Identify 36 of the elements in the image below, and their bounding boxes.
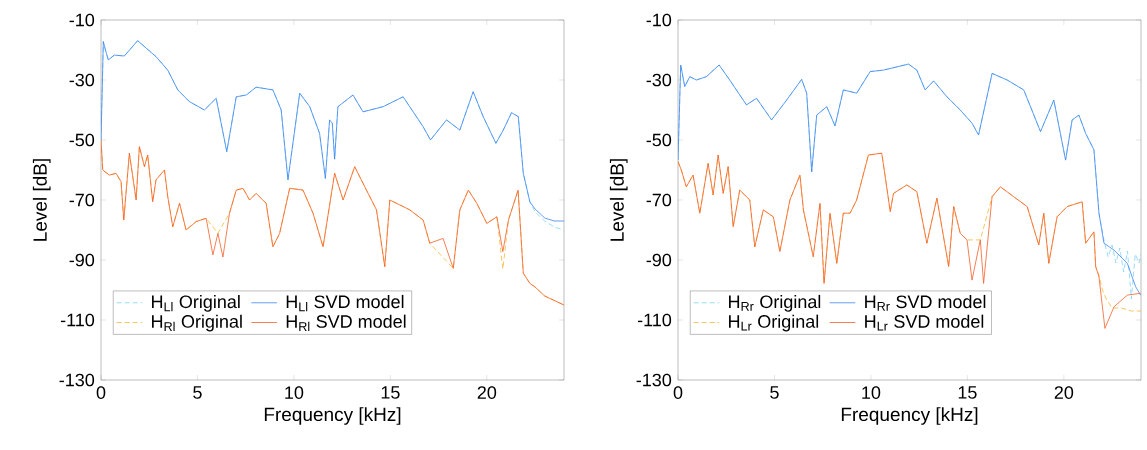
x-tick-label: 20 <box>1054 386 1074 399</box>
y-tick-label: -10 <box>646 13 672 27</box>
x-tick-label: 15 <box>381 386 400 399</box>
y-tick-label: -90 <box>646 253 672 267</box>
y-tick-label: -130 <box>636 373 672 387</box>
x-tick-label: 0 <box>96 386 106 399</box>
x-tick-label: 15 <box>958 386 977 399</box>
legend-label: H$_{Rl}$ Original <box>152 314 242 332</box>
legend-label: H$_{Ll}$ SVD model <box>286 294 404 312</box>
y-tick-label: -10 <box>69 13 95 27</box>
y-tick-label: -30 <box>646 73 672 87</box>
y-tick-label: -50 <box>646 133 672 147</box>
y-tick-label: -110 <box>637 313 672 327</box>
legend-label: H$_{Ll}$ Original <box>152 294 240 312</box>
x-tick-label: 20 <box>477 386 497 399</box>
x-axis-title: Frequency [kHz] <box>841 407 978 425</box>
y-tick-label: -90 <box>69 253 95 267</box>
legend-label: H$_{Rr}$ SVD model <box>865 294 986 311</box>
x-tick-label: 10 <box>862 386 881 399</box>
y-tick-label: -30 <box>69 73 95 87</box>
legend-label: H$_{Lr}$ Original <box>729 314 819 332</box>
y-tick-label: -70 <box>646 193 672 207</box>
y-axis-title: Level [dB] <box>32 159 51 241</box>
legend-label: H$_{Lr}$ SVD model <box>865 314 984 331</box>
x-tick-label: 10 <box>285 386 304 399</box>
y-axis-title: Level [dB] <box>609 159 628 241</box>
legend-label: H$_{Rr}$ Original <box>729 294 821 312</box>
legend-label: H$_{Rl}$ SVD model <box>286 314 406 331</box>
y-tick-label: -130 <box>59 373 95 387</box>
x-axis-title: Frequency [kHz] <box>264 407 401 425</box>
y-tick-label: -70 <box>69 193 95 207</box>
y-tick-label: -50 <box>69 133 95 147</box>
x-tick-label: 5 <box>193 386 202 399</box>
x-tick-label: 5 <box>770 386 779 399</box>
y-tick-label: -110 <box>60 313 95 327</box>
x-tick-label: 0 <box>673 386 683 399</box>
